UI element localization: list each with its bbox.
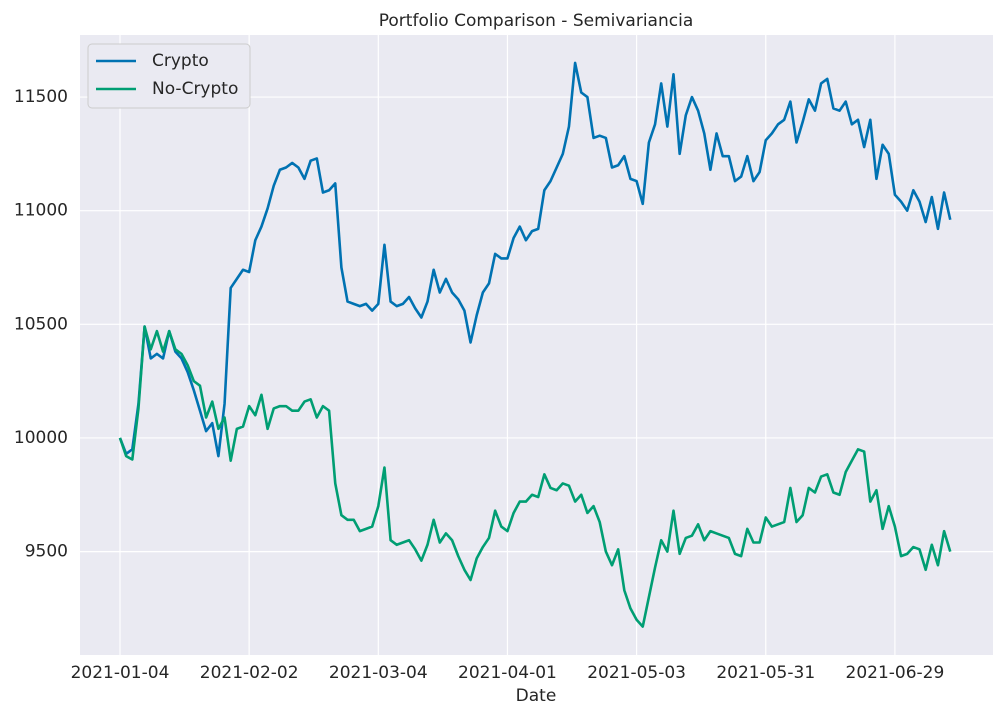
y-tick-label: 10000 (14, 428, 68, 448)
x-tick-label: 2021-01-04 (71, 663, 170, 683)
y-tick-label: 10500 (14, 314, 68, 334)
x-tick-label: 2021-03-04 (329, 663, 428, 683)
lines (118, 61, 952, 628)
x-tick-label: 2021-06-29 (846, 663, 945, 683)
x-tick-label: 2021-04-01 (458, 663, 557, 683)
y-tick-label: 11500 (14, 87, 68, 107)
plot-area (80, 35, 993, 655)
chart-title: Portfolio Comparison - Semivariancia (379, 11, 693, 31)
series-line (118, 325, 952, 628)
legend-label: Crypto (152, 51, 209, 71)
x-tick-label: 2021-05-31 (716, 663, 815, 683)
legend-label: No-Crypto (152, 79, 238, 99)
x-tick-label: 2021-05-03 (587, 663, 686, 683)
x-tick-label: 2021-02-02 (200, 663, 299, 683)
legend: Crypto No-Crypto (87, 43, 251, 109)
x-axis-label: Date (516, 686, 557, 706)
y-tick-label: 11000 (14, 201, 68, 221)
series-line (118, 61, 952, 458)
y-tick-label: 9500 (25, 542, 68, 562)
